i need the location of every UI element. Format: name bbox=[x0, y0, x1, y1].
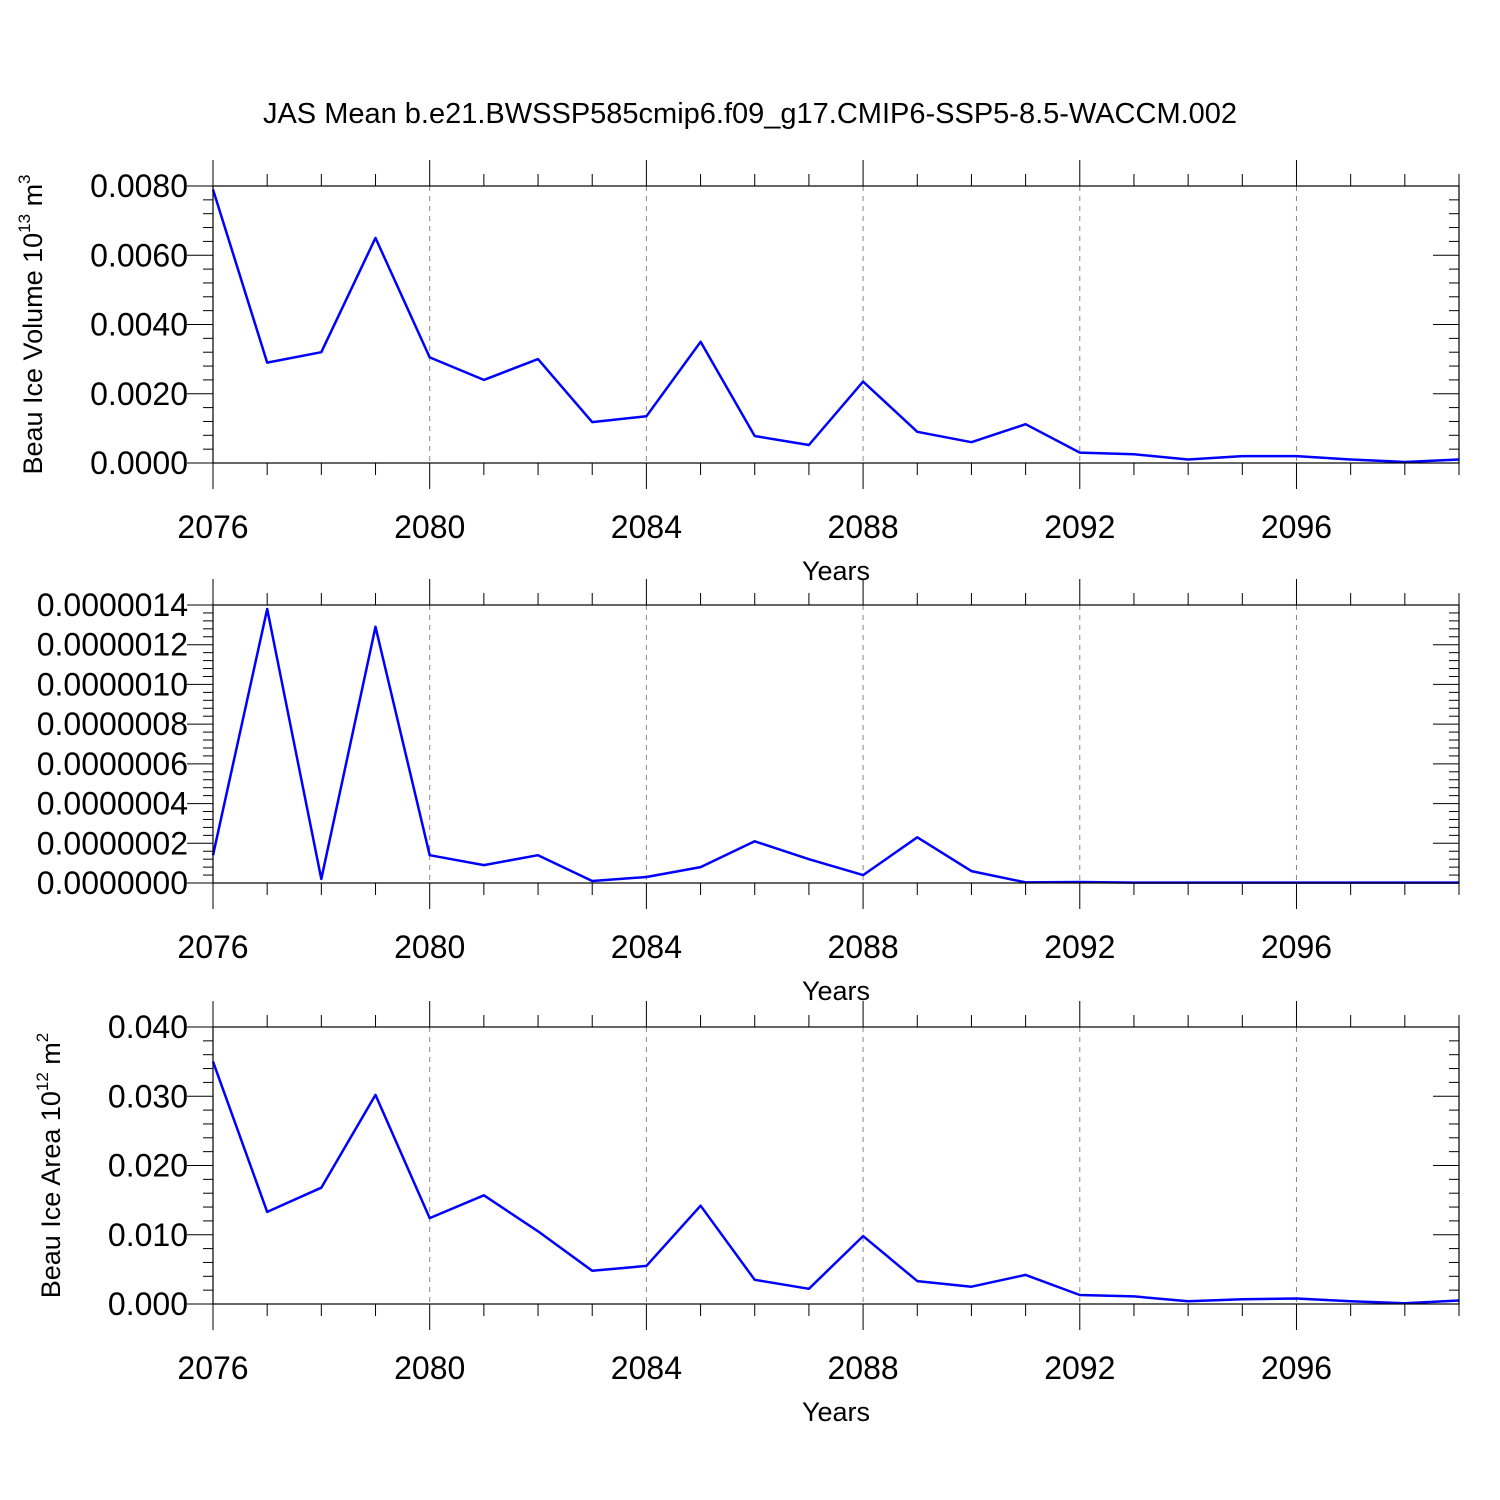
y-axis-label-part-3: 2 bbox=[33, 1033, 52, 1042]
plot-frame bbox=[212, 1026, 1460, 1305]
x-tick-label: 2092 bbox=[1044, 1350, 1115, 1386]
y-tick-label: 0.0000002 bbox=[37, 825, 188, 861]
y-tick-label: 0.0000000 bbox=[37, 865, 188, 901]
y-tick-label: 0.0000010 bbox=[37, 666, 188, 702]
y-tick-label: 0.0020 bbox=[90, 376, 188, 412]
y-tick-label: 0.0060 bbox=[90, 237, 188, 273]
plot-frame bbox=[212, 185, 1460, 464]
y-tick-label: 0.040 bbox=[108, 1009, 188, 1045]
y-axis-label-part-3: 3 bbox=[15, 174, 34, 183]
x-tick-label: 2096 bbox=[1261, 1350, 1332, 1386]
y-axis-label-part-2: m bbox=[36, 1042, 66, 1072]
plot-frame bbox=[212, 604, 1460, 884]
y-tick-label: 0.0000012 bbox=[37, 627, 188, 663]
x-tick-label: 2076 bbox=[177, 929, 248, 965]
x-tick-label: 2076 bbox=[177, 509, 248, 545]
x-tick-label: 2092 bbox=[1044, 929, 1115, 965]
y-tick-label: 0.0040 bbox=[90, 307, 188, 343]
panel-1: 0.0000 0.0020 0.0040 0.0060 0.0080 2076 2080 20… bbox=[15, 160, 1460, 586]
x-axis-label: Years bbox=[802, 556, 870, 586]
y-tick-label: 0.0000006 bbox=[37, 746, 188, 782]
x-tick-label: 2080 bbox=[394, 1350, 465, 1386]
y-tick-label: 0.0000 bbox=[90, 445, 188, 481]
y-axis-label-part-2: m bbox=[18, 184, 48, 214]
x-tick-label: 2084 bbox=[611, 929, 682, 965]
x-axis-label: Years bbox=[802, 1397, 870, 1427]
x-tick-label: 2088 bbox=[827, 929, 898, 965]
y-tick-label: 0.0080 bbox=[90, 168, 188, 204]
y-tick-label: 0.030 bbox=[108, 1078, 188, 1114]
y-axis-label-part-1: 13 bbox=[15, 214, 34, 233]
x-tick-label: 2076 bbox=[177, 1350, 248, 1386]
figure-title: JAS Mean b.e21.BWSSP585cmip6.f09_g17.CMI… bbox=[263, 98, 1237, 130]
x-tick-label: 2092 bbox=[1044, 509, 1115, 545]
y-axis-label: Beau Ice Volume 1013 m3 bbox=[15, 174, 48, 474]
y-tick-label: 0.0000004 bbox=[37, 786, 188, 822]
x-tick-label: 2080 bbox=[394, 929, 465, 965]
y-tick-label: 0.000 bbox=[108, 1286, 188, 1322]
x-axis-label: Years bbox=[802, 976, 870, 1006]
y-axis-label-part-0: Beau Ice Volume 10 bbox=[18, 233, 48, 475]
x-tick-label: 2088 bbox=[827, 509, 898, 545]
y-tick-label: 0.020 bbox=[108, 1148, 188, 1184]
series-line-2 bbox=[211, 607, 1459, 884]
x-tick-label: 2096 bbox=[1261, 509, 1332, 545]
y-tick-label: 0.010 bbox=[108, 1217, 188, 1253]
y-axis-label-part-1: 12 bbox=[33, 1072, 52, 1091]
x-tick-label: 2084 bbox=[611, 1350, 682, 1386]
x-tick-label: 2088 bbox=[827, 1350, 898, 1386]
x-tick-label: 2080 bbox=[394, 509, 465, 545]
x-tick-label: 2084 bbox=[611, 509, 682, 545]
y-tick-label: 0.0000014 bbox=[37, 587, 188, 623]
panel-3: 0.000 0.010 0.020 0.030 0.040 2076 2080 2084 208… bbox=[33, 1001, 1460, 1427]
y-tick-label: 0.0000008 bbox=[37, 706, 188, 742]
y-axis-label-part-0: Beau Ice Area 10 bbox=[36, 1091, 66, 1298]
series-line-1 bbox=[211, 189, 1460, 464]
y-axis-label: Beau Ice Area 1012 m2 bbox=[33, 1033, 66, 1299]
series-line-3 bbox=[211, 1061, 1460, 1305]
x-tick-label: 2096 bbox=[1261, 929, 1332, 965]
